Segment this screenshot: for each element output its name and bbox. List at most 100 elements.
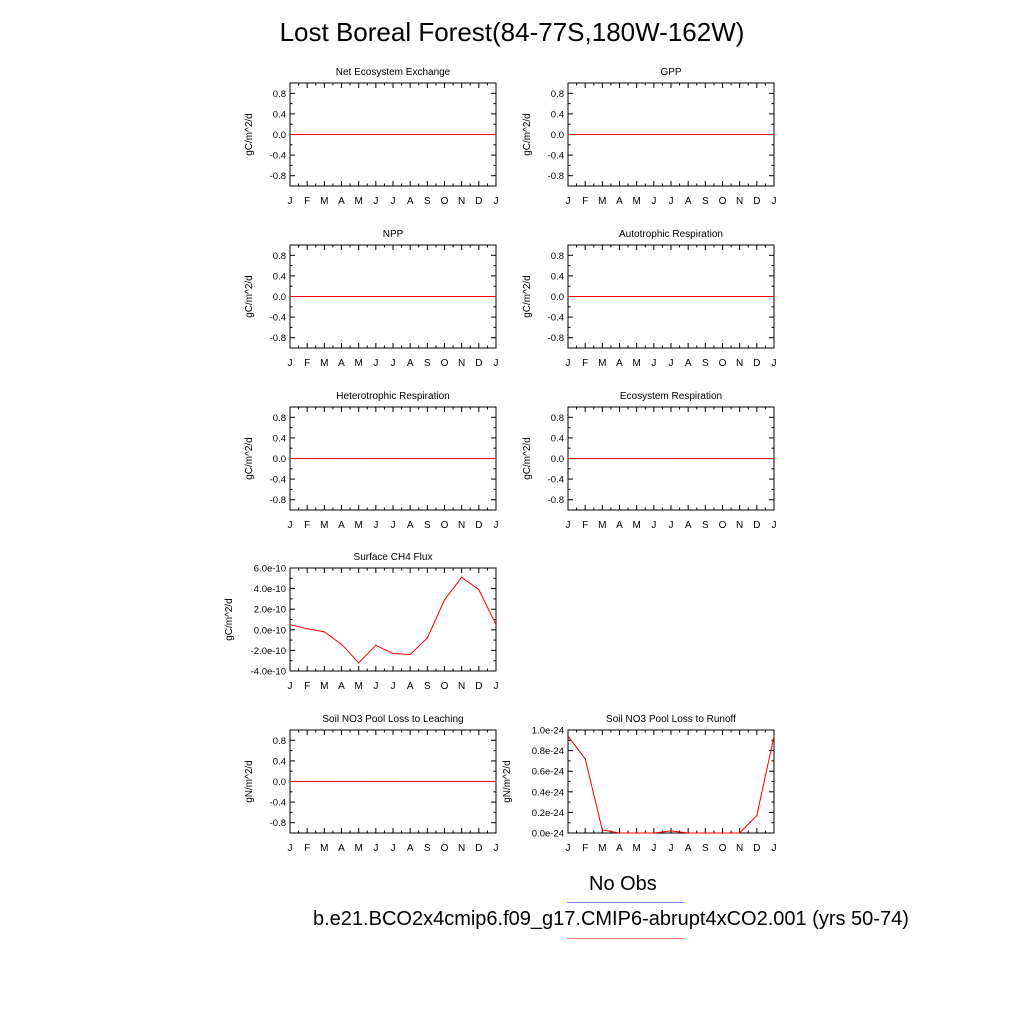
x-tick-label: D <box>753 196 760 207</box>
legend-model-label: b.e21.BCO2x4cmip6.f09_g17.CMIP6-abrupt4x… <box>313 908 909 930</box>
data-point <box>636 133 638 136</box>
data-point <box>721 457 724 460</box>
y-tick-label: 0.0 <box>551 292 564 303</box>
data-point <box>358 295 360 298</box>
y-tick-label: -0.4 <box>548 151 564 162</box>
y-tick-label: 4.0e-10 <box>254 584 286 595</box>
y-tick-label: 0.0 <box>273 292 286 303</box>
y-tick-label: 0.8 <box>551 413 564 424</box>
x-tick-label: J <box>669 358 674 369</box>
x-tick-label: J <box>494 681 499 692</box>
x-tick-label: F <box>304 358 310 369</box>
x-tick-label: F <box>304 520 310 531</box>
data-point <box>289 780 291 783</box>
x-tick-label: J <box>669 520 674 531</box>
x-tick-label: F <box>582 843 588 854</box>
data-point <box>601 457 603 460</box>
x-tick-label: M <box>598 843 606 854</box>
y-tick-label: 0.4 <box>551 271 564 282</box>
data-point <box>375 457 377 460</box>
data-point <box>409 133 411 136</box>
data-point <box>306 133 308 136</box>
data-point <box>289 133 291 136</box>
x-tick-label: F <box>582 358 588 369</box>
data-point <box>567 295 569 298</box>
x-tick-label: M <box>320 681 328 692</box>
data-point <box>704 295 706 298</box>
x-tick-label: S <box>424 681 431 692</box>
data-point <box>306 780 308 783</box>
x-tick-label: J <box>566 358 571 369</box>
data-point <box>739 133 741 136</box>
y-tick-label: -4.0e-10 <box>251 667 286 678</box>
data-point <box>426 457 428 460</box>
y-tick-label: -0.4 <box>270 313 286 324</box>
x-tick-label: O <box>719 520 727 531</box>
data-point <box>289 457 291 460</box>
data-point <box>670 457 672 460</box>
data-point <box>704 133 706 136</box>
x-tick-label: D <box>475 196 482 207</box>
y-tick-label: 0.2e-24 <box>532 808 564 819</box>
y-tick-label: 1.0e-24 <box>532 726 564 737</box>
x-tick-label: J <box>288 843 293 854</box>
x-tick-label: O <box>719 843 727 854</box>
data-point <box>409 780 411 783</box>
data-point <box>392 780 394 783</box>
data-point <box>306 295 308 298</box>
data-point <box>478 457 480 460</box>
data-point <box>358 780 360 783</box>
x-tick-label: S <box>702 843 709 854</box>
x-tick-label: A <box>616 196 623 207</box>
data-point <box>443 780 446 783</box>
x-tick-label: J <box>373 358 378 369</box>
x-tick-label: F <box>304 843 310 854</box>
data-point <box>739 832 741 834</box>
data-point <box>392 133 394 136</box>
y-tick-label: -0.4 <box>270 798 286 809</box>
legend-obs-label: No Obs <box>589 873 657 895</box>
x-tick-label: N <box>458 520 465 531</box>
data-point <box>773 133 775 136</box>
x-tick-label: J <box>288 358 293 369</box>
y-tick-label: -0.4 <box>270 475 286 486</box>
x-tick-label: J <box>391 196 396 207</box>
data-point <box>495 457 497 460</box>
data-point <box>601 829 603 831</box>
data-point <box>567 457 569 460</box>
series-line <box>567 735 775 834</box>
x-tick-label: J <box>651 843 656 854</box>
y-tick-label: -0.8 <box>548 171 564 182</box>
data-point <box>443 457 446 460</box>
y-tick-label: 0.4 <box>551 109 564 120</box>
x-tick-label: J <box>288 681 293 692</box>
x-tick-label: J <box>669 843 674 854</box>
y-tick-label: 0.4e-24 <box>532 787 564 798</box>
data-point <box>478 133 480 136</box>
data-point <box>653 133 655 136</box>
x-tick-label: J <box>566 196 571 207</box>
data-point <box>670 295 672 298</box>
data-point <box>584 457 586 460</box>
data-point <box>495 624 497 626</box>
x-tick-label: M <box>320 520 328 531</box>
x-tick-label: J <box>772 843 777 854</box>
data-point <box>306 457 308 460</box>
x-tick-label: M <box>632 358 640 369</box>
data-point <box>478 295 480 298</box>
panel-title: Soil NO3 Pool Loss to Runoff <box>606 714 736 725</box>
data-point <box>584 133 586 136</box>
x-tick-label: N <box>736 520 743 531</box>
data-point <box>461 576 463 578</box>
x-tick-label: O <box>441 520 449 531</box>
data-point <box>584 295 586 298</box>
y-axis-label: gN/m^2/d <box>502 760 513 803</box>
data-point <box>618 457 621 460</box>
data-point <box>721 832 724 834</box>
x-tick-label: O <box>441 358 449 369</box>
panel-title: Ecosystem Respiration <box>620 391 722 402</box>
